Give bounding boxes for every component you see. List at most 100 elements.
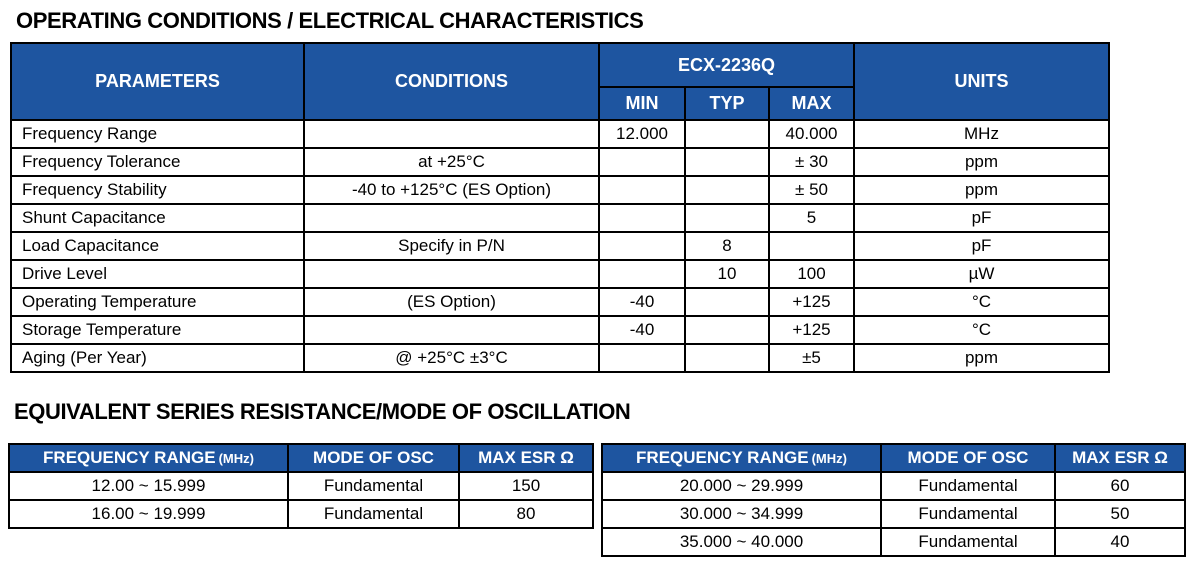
condition-cell: (ES Option)	[303, 287, 600, 317]
min-cell: -40	[598, 315, 686, 345]
parameter-cell: Load Capacitance	[10, 231, 305, 261]
table-row: Storage Temperature -40 +125 °C	[10, 315, 1110, 345]
table-row: 35.000 ~ 40.000 Fundamental 40	[601, 527, 1186, 557]
mode-cell: Fundamental	[880, 499, 1056, 529]
min-cell	[598, 231, 686, 261]
condition-cell: -40 to +125°C (ES Option)	[303, 175, 600, 205]
table-row: Drive Level 10 100 µW	[10, 259, 1110, 289]
units-cell: °C	[853, 287, 1110, 317]
table-row: 20.000 ~ 29.999 Fundamental 60	[601, 471, 1186, 501]
table-row: 30.000 ~ 34.999 Fundamental 50	[601, 499, 1186, 529]
condition-cell	[303, 259, 600, 289]
parameter-cell: Frequency Tolerance	[10, 147, 305, 177]
units-cell: ppm	[853, 147, 1110, 177]
parameter-cell: Shunt Capacitance	[10, 203, 305, 233]
parameter-cell: Operating Temperature	[10, 287, 305, 317]
typ-cell: 8	[684, 231, 770, 261]
part-number-header: ECX-2236Q	[598, 42, 855, 88]
units-cell: pF	[853, 203, 1110, 233]
parameter-cell: Storage Temperature	[10, 315, 305, 345]
col-header-max: MAX	[768, 86, 855, 121]
typ-cell	[684, 315, 770, 345]
units-cell: MHz	[853, 119, 1110, 149]
table-row: Operating Temperature (ES Option) -40 +1…	[10, 287, 1110, 317]
esr-cell: 60	[1054, 471, 1186, 501]
col-header-units: UNITS	[853, 42, 1110, 121]
typ-cell	[684, 147, 770, 177]
typ-cell	[684, 343, 770, 373]
parameter-cell: Drive Level	[10, 259, 305, 289]
frequency-range-label: FREQUENCY RANGE	[636, 448, 809, 467]
esr-table-right: FREQUENCY RANGE (MHz) MODE OF OSC MAX ESR…	[601, 443, 1186, 557]
max-cell: ± 50	[768, 175, 855, 205]
range-cell: 16.00 ~ 19.999	[8, 499, 289, 529]
mode-cell: Fundamental	[880, 471, 1056, 501]
esr-section-title: EQUIVALENT SERIES RESISTANCE/MODE OF OSC…	[14, 399, 631, 424]
esr-cell: 80	[458, 499, 594, 529]
col-header-typ: TYP	[684, 86, 770, 121]
table-row: 12.00 ~ 15.999 Fundamental 150	[8, 471, 594, 501]
units-cell: ppm	[853, 343, 1110, 373]
range-cell: 30.000 ~ 34.999	[601, 499, 882, 529]
esr-cell: 50	[1054, 499, 1186, 529]
range-cell: 20.000 ~ 29.999	[601, 471, 882, 501]
esr-cell: 150	[458, 471, 594, 501]
header-row-top: PARAMETERS CONDITIONS ECX-2236Q UNITS	[10, 42, 1110, 121]
max-cell: 40.000	[768, 119, 855, 149]
operating-conditions-table: PARAMETERS CONDITIONS ECX-2236Q UNITS MI…	[10, 42, 1110, 373]
max-cell: +125	[768, 287, 855, 317]
max-cell: 100	[768, 259, 855, 289]
typ-cell	[684, 203, 770, 233]
max-cell	[768, 231, 855, 261]
parameter-cell: Aging (Per Year)	[10, 343, 305, 373]
col-header-frequency-range: FREQUENCY RANGE (MHz)	[8, 443, 289, 473]
max-cell: +125	[768, 315, 855, 345]
units-cell: ppm	[853, 175, 1110, 205]
condition-cell: @ +25°C ±3°C	[303, 343, 600, 373]
min-cell	[598, 147, 686, 177]
header-row: FREQUENCY RANGE (MHz) MODE OF OSC MAX ESR…	[601, 443, 1186, 473]
mode-cell: Fundamental	[287, 499, 460, 529]
mode-cell: Fundamental	[287, 471, 460, 501]
col-header-mode: MODE OF OSC	[880, 443, 1056, 473]
col-header-min: MIN	[598, 86, 686, 121]
esr-table-left: FREQUENCY RANGE (MHz) MODE OF OSC MAX ESR…	[8, 443, 594, 529]
table-row: Shunt Capacitance 5 pF	[10, 203, 1110, 233]
max-cell: ± 30	[768, 147, 855, 177]
units-cell: pF	[853, 231, 1110, 261]
table-row: Frequency Range 12.000 40.000 MHz	[10, 119, 1110, 149]
table-row: Load Capacitance Specify in P/N 8 pF	[10, 231, 1110, 261]
min-cell	[598, 343, 686, 373]
typ-cell	[684, 119, 770, 149]
col-header-mode: MODE OF OSC	[287, 443, 460, 473]
condition-cell: at +25°C	[303, 147, 600, 177]
min-cell	[598, 175, 686, 205]
operating-conditions-title: OPERATING CONDITIONS / ELECTRICAL CHARAC…	[16, 8, 644, 33]
typ-cell	[684, 287, 770, 317]
parameter-cell: Frequency Range	[10, 119, 305, 149]
header-row-minmax: MIN TYP MAX	[11, 86, 1109, 121]
condition-cell: Specify in P/N	[303, 231, 600, 261]
frequency-range-label: FREQUENCY RANGE	[43, 448, 216, 467]
col-header-parameters: PARAMETERS	[10, 42, 305, 121]
table-row: 16.00 ~ 19.999 Fundamental 80	[8, 499, 594, 529]
range-cell: 35.000 ~ 40.000	[601, 527, 882, 557]
col-header-max-esr: MAX ESR Ω	[458, 443, 594, 473]
min-cell	[598, 203, 686, 233]
condition-cell	[303, 119, 600, 149]
condition-cell	[303, 315, 600, 345]
min-cell: 12.000	[598, 119, 686, 149]
condition-cell	[303, 203, 600, 233]
max-cell: ±5	[768, 343, 855, 373]
units-cell: µW	[853, 259, 1110, 289]
parameter-cell: Frequency Stability	[10, 175, 305, 205]
mhz-unit-label: (MHz)	[811, 451, 847, 466]
min-cell	[598, 259, 686, 289]
esr-cell: 40	[1054, 527, 1186, 557]
max-cell: 5	[768, 203, 855, 233]
range-cell: 12.00 ~ 15.999	[8, 471, 289, 501]
typ-cell: 10	[684, 259, 770, 289]
header-row: FREQUENCY RANGE (MHz) MODE OF OSC MAX ESR…	[8, 443, 594, 473]
col-header-conditions: CONDITIONS	[303, 42, 600, 121]
esr-tables-container: FREQUENCY RANGE (MHz) MODE OF OSC MAX ESR…	[8, 443, 1200, 557]
